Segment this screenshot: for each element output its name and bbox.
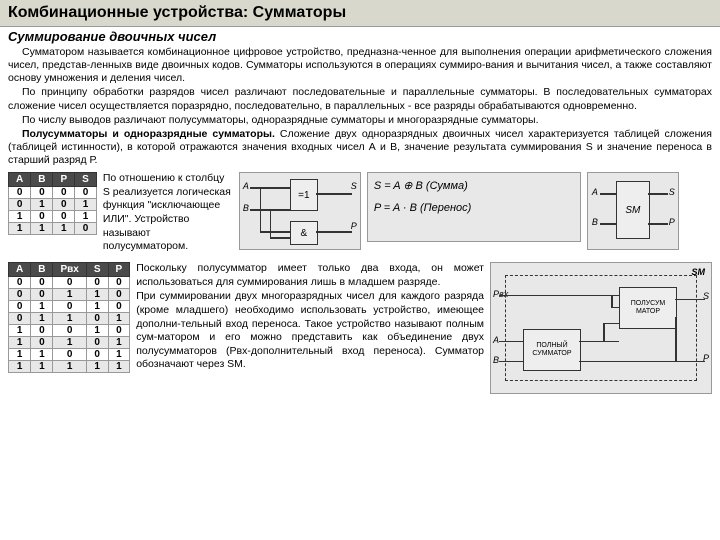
intro-text: Сумматором называется комбинационное циф… — [0, 46, 720, 167]
sm-block: SM — [616, 181, 650, 239]
para-3: По числу выводов различают полусумматоры… — [8, 114, 712, 127]
fa-a: A — [493, 335, 499, 345]
half-block-2: ПОЛУСУМ МАТОР — [619, 287, 677, 329]
full-adder-diagram: SM Pвх A B ПОЛНЫЙ СУММАТОР ПОЛУСУМ МАТОР… — [490, 262, 712, 394]
sm-block-diagram: A B SM S P — [587, 172, 679, 250]
page-title: Комбинационные устройства: Сумматоры — [0, 0, 720, 27]
half-adder-desc: По отношению к столбцу S реализуется лог… — [103, 172, 233, 254]
circuit-diagram-1: A B =1 & S P — [239, 172, 361, 250]
para-4: Полусумматоры и одноразрядные сумматоры.… — [8, 128, 712, 167]
fa-s: S — [703, 291, 709, 301]
xor-gate: =1 — [290, 179, 318, 211]
para-2: По принципу обработки разрядов чисел раз… — [8, 86, 712, 112]
truth-table-2: ABPвхSP 00000001100101001101100101010111… — [8, 262, 130, 373]
fa-pvx: Pвх — [493, 289, 508, 299]
sm-label-p: P — [669, 217, 675, 227]
full-adder-desc: Поскольку полусумматор имеет только два … — [136, 262, 484, 372]
fa-b: B — [493, 355, 499, 365]
formula-carry: P = A · B (Перенос) — [374, 202, 574, 214]
label-a: A — [243, 181, 249, 191]
section-half-adder: ABPS 0000010110011110 По отношению к сто… — [0, 168, 720, 258]
subtitle: Суммирование двоичных чисел — [0, 27, 720, 46]
full-adder-p1: Поскольку полусумматор имеет только два … — [136, 262, 484, 289]
sm-label-a: A — [592, 187, 598, 197]
para-1: Сумматором называется комбинационное циф… — [8, 46, 712, 85]
label-b: B — [243, 203, 249, 213]
label-p: P — [351, 221, 357, 231]
sm-label-b: B — [592, 217, 598, 227]
truth-table-1: ABPS 0000010110011110 — [8, 172, 97, 235]
full-adder-p2: При суммировании двух многоразрядных чис… — [136, 290, 484, 372]
and-gate: & — [290, 221, 318, 245]
section-full-adder: ABPвхSP 00000001100101001101100101010111… — [0, 258, 720, 398]
formula-box: S = A ⊕ B (Сумма) P = A · B (Перенос) — [367, 172, 581, 242]
para-4-bold: Полусумматоры и одноразрядные сумматоры. — [22, 128, 275, 140]
sm-label-s: S — [669, 187, 675, 197]
fa-p: P — [703, 353, 709, 363]
label-s: S — [351, 181, 357, 191]
formula-sum: S = A ⊕ B (Сумма) — [374, 179, 574, 192]
half-block-1: ПОЛНЫЙ СУММАТОР — [523, 329, 581, 371]
